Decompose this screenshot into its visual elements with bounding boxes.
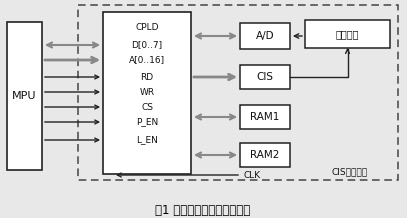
- Text: RD: RD: [140, 73, 153, 82]
- Text: P_EN: P_EN: [136, 118, 158, 126]
- Bar: [305, 20, 390, 48]
- Text: CPLD: CPLD: [135, 24, 159, 32]
- Bar: [78, 5, 398, 180]
- Text: A/D: A/D: [256, 31, 274, 41]
- Text: A[0..16]: A[0..16]: [129, 56, 165, 65]
- Bar: [240, 23, 290, 49]
- Text: CIS: CIS: [256, 72, 274, 82]
- Bar: [103, 12, 191, 174]
- Text: D[0..7]: D[0..7]: [131, 41, 162, 49]
- Text: CS: CS: [141, 102, 153, 111]
- Text: 图1 图像处理系统的结构框图: 图1 图像处理系统的结构框图: [155, 203, 251, 216]
- Text: MPU: MPU: [12, 91, 37, 101]
- Text: CIS控制模块: CIS控制模块: [332, 167, 368, 177]
- Bar: [240, 65, 290, 89]
- Bar: [240, 105, 290, 129]
- Text: RAM1: RAM1: [250, 112, 280, 122]
- Text: CLK: CLK: [243, 170, 260, 179]
- Text: RAM2: RAM2: [250, 150, 280, 160]
- Text: L_EN: L_EN: [136, 136, 158, 145]
- Bar: [240, 143, 290, 167]
- Bar: [7, 22, 42, 170]
- Text: WR: WR: [140, 87, 155, 97]
- Text: 信号放大: 信号放大: [336, 29, 359, 39]
